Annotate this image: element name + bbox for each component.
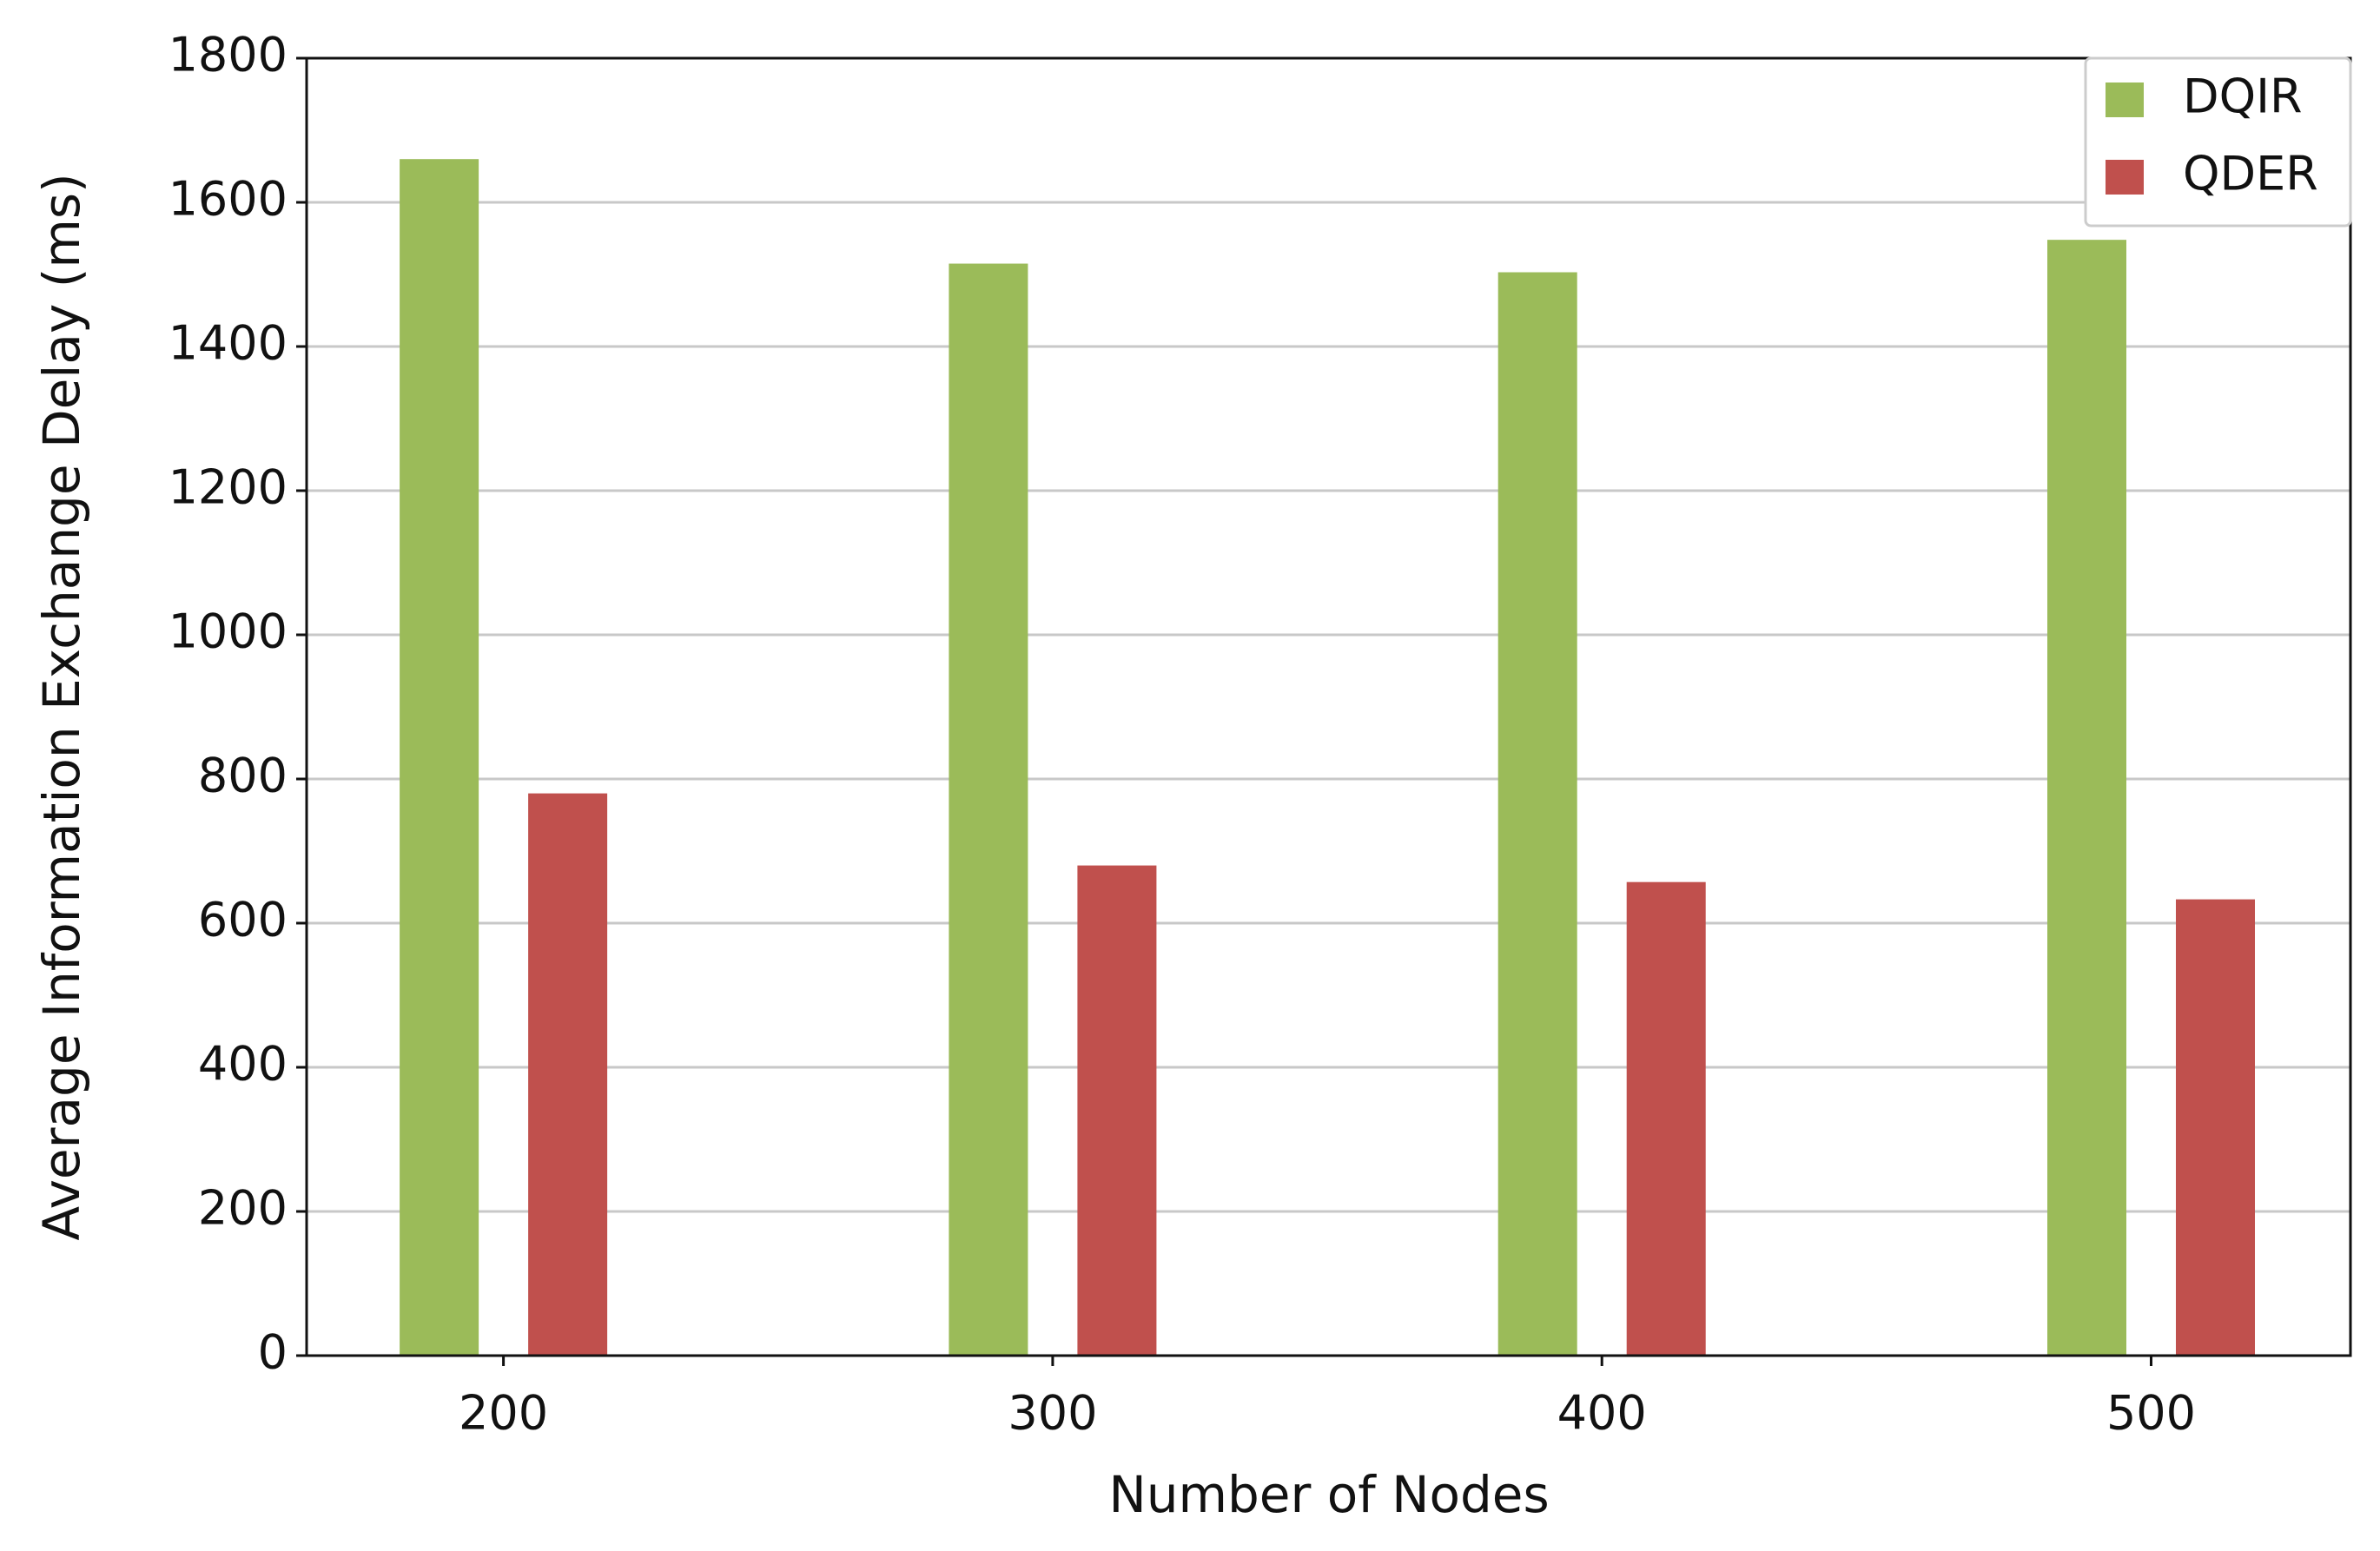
x-tick-label: 400 xyxy=(1557,1386,1647,1441)
bar xyxy=(1626,881,1706,1356)
y-tick-label: 1800 xyxy=(169,28,288,82)
y-tick-label: 800 xyxy=(198,749,288,803)
x-tick-label: 200 xyxy=(459,1386,548,1441)
legend-swatch xyxy=(2106,82,2144,117)
legend-swatch xyxy=(2106,160,2144,195)
bar xyxy=(2047,240,2126,1356)
plot-frame xyxy=(305,56,2352,1357)
y-tick-label: 1600 xyxy=(169,172,288,227)
y-tick-label: 200 xyxy=(198,1181,288,1236)
y-tick-label: 400 xyxy=(198,1037,288,1092)
bar xyxy=(2176,899,2255,1356)
x-axis-title: Number of Nodes xyxy=(1108,1465,1549,1524)
bar xyxy=(949,263,1028,1356)
x-tick-label: 500 xyxy=(2106,1386,2196,1441)
y-tick-label: 1000 xyxy=(169,604,288,659)
bar xyxy=(528,793,608,1356)
y-tick-label: 0 xyxy=(258,1325,288,1380)
bar xyxy=(1077,865,1157,1356)
bar xyxy=(400,159,479,1356)
x-tick-label: 300 xyxy=(1008,1386,1097,1441)
y-tick-label: 600 xyxy=(198,893,288,947)
y-axis-title: Average Information Exchange Delay (ms) xyxy=(32,173,91,1240)
legend-box xyxy=(2084,56,2352,228)
bar xyxy=(1497,272,1577,1356)
legend-label: QDER xyxy=(2183,147,2318,201)
y-tick-label: 1200 xyxy=(169,460,288,515)
legend-label: DQIR xyxy=(2183,69,2303,124)
y-tick-label: 1400 xyxy=(169,316,288,371)
